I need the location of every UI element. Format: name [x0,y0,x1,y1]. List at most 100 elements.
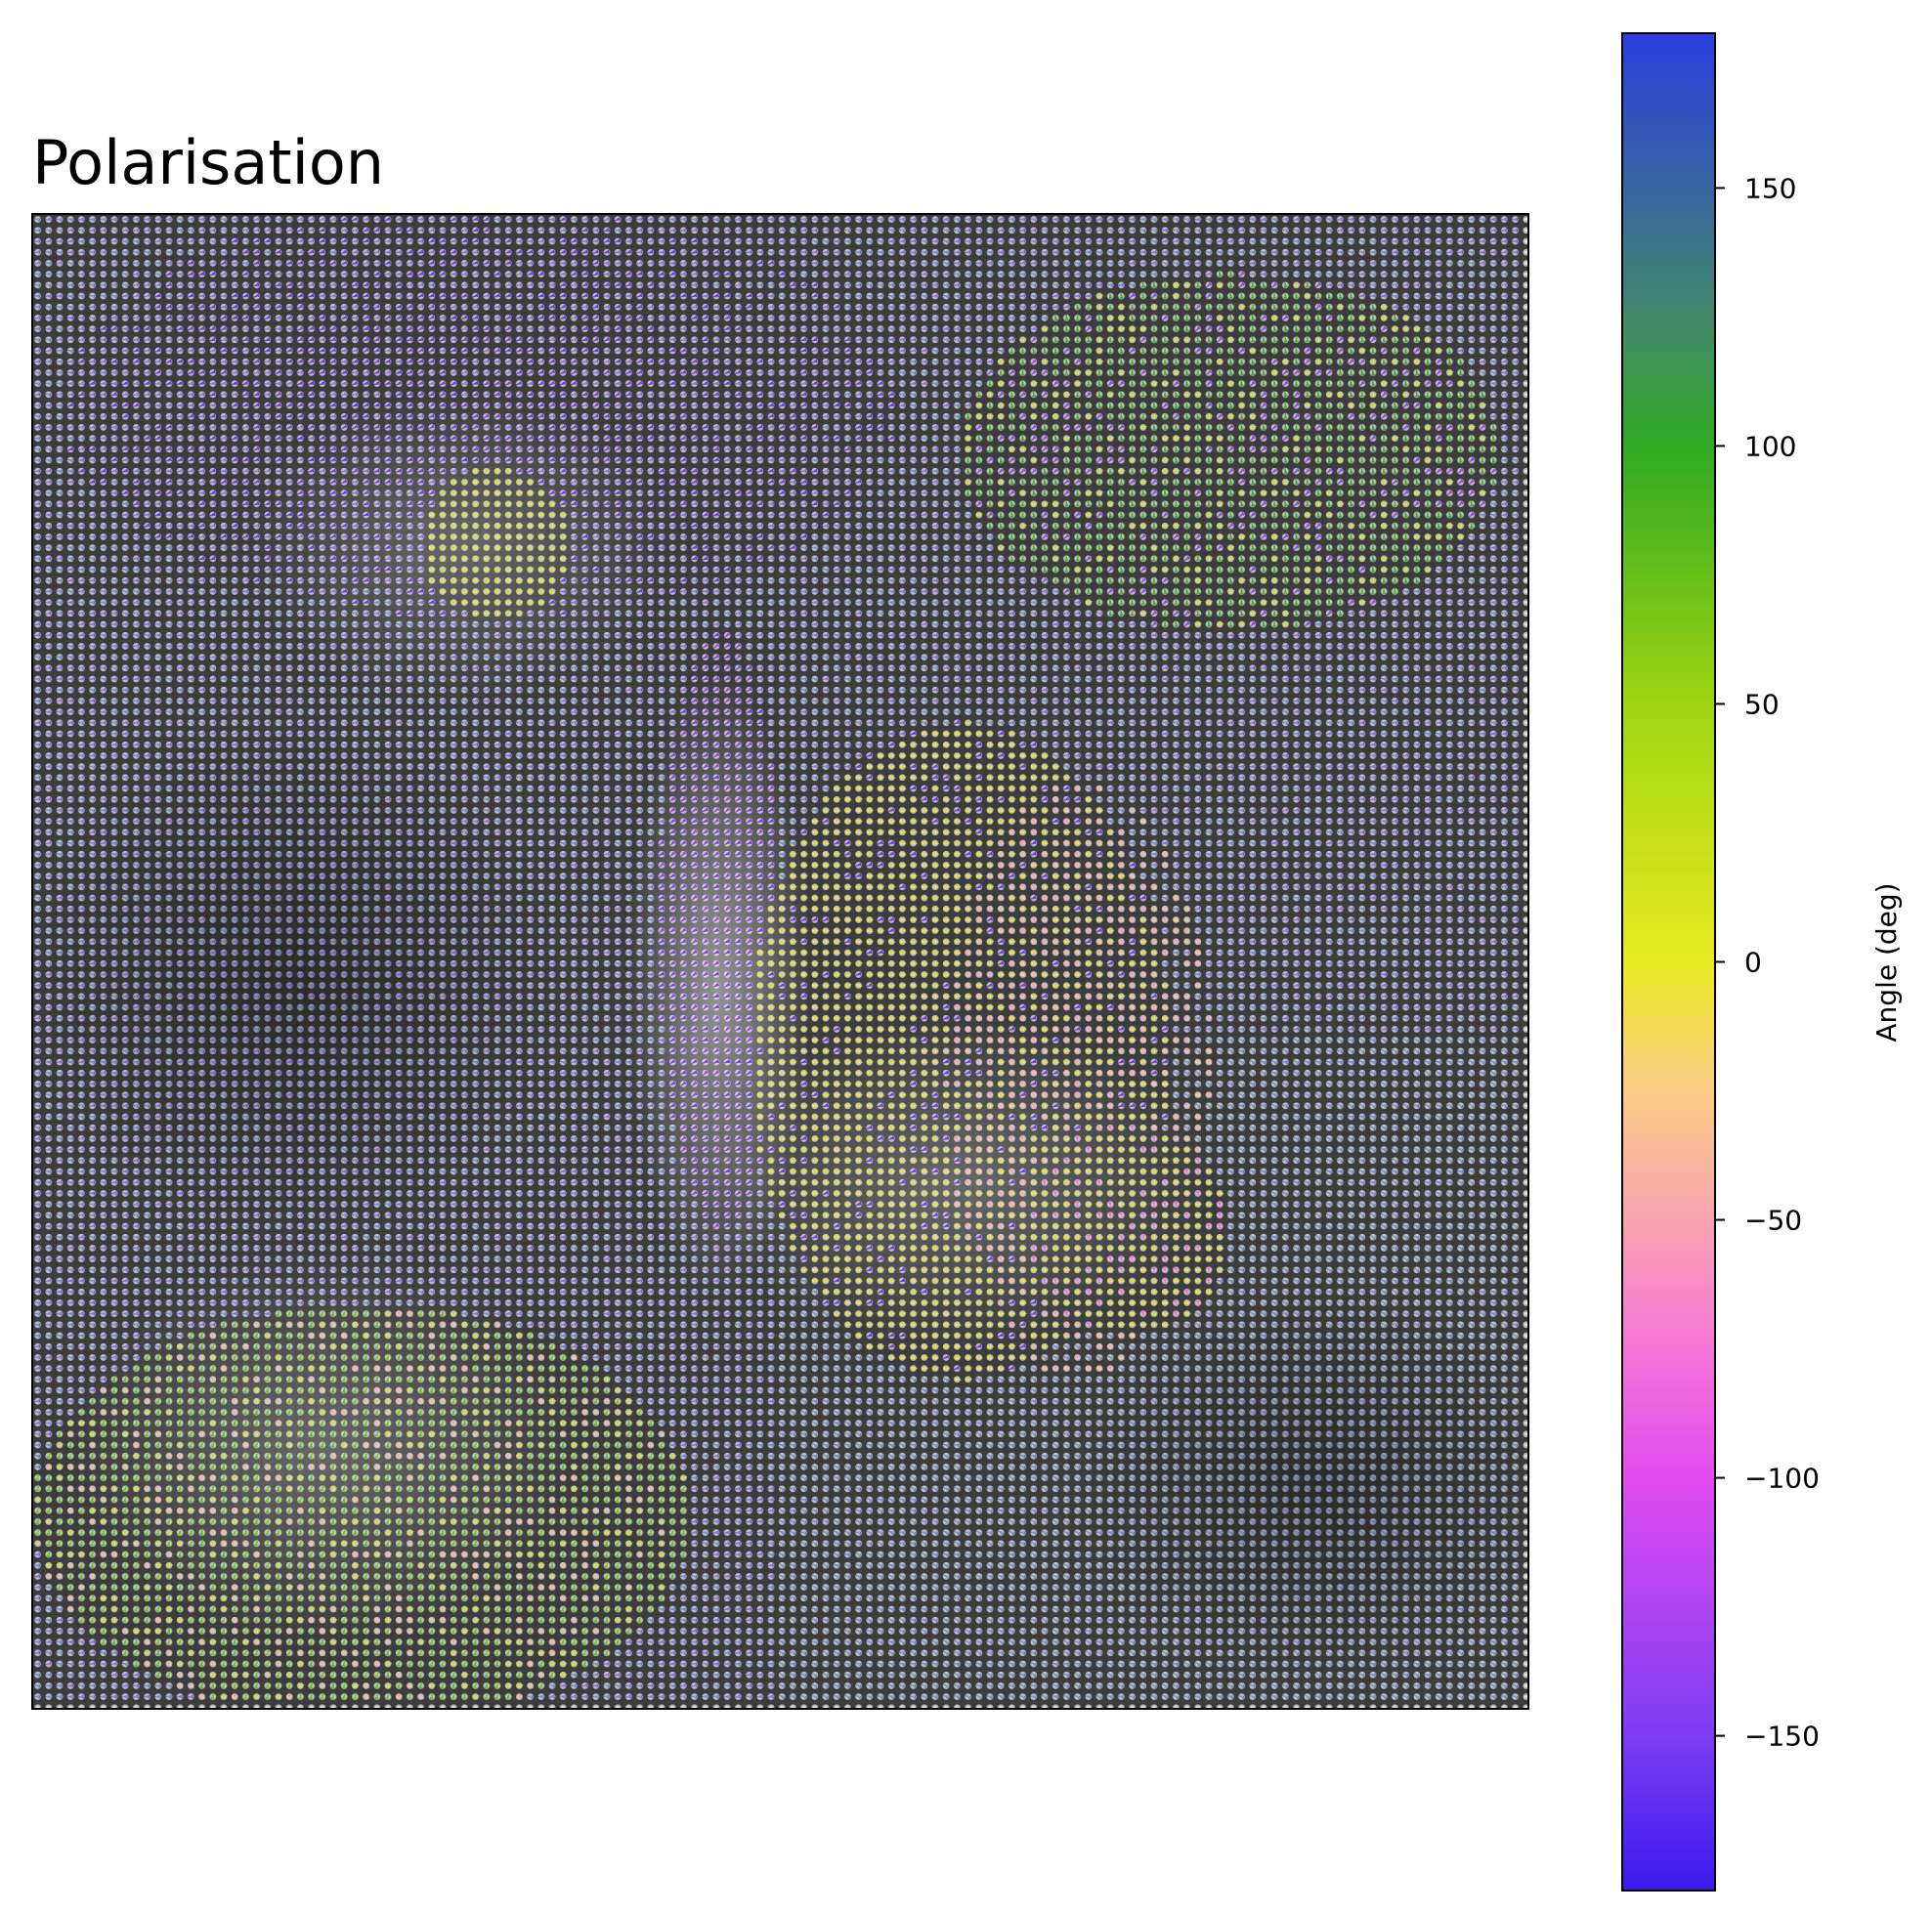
polarisation-arrow [164,239,172,243]
polarisation-arrow [1434,282,1442,287]
polarisation-arrow [295,217,304,222]
polarisation-arrow [405,217,413,222]
polarisation-arrow [657,218,665,222]
polarisation-arrow [1423,239,1431,243]
polarisation-arrow [711,238,719,243]
polarisation-arrow [559,304,567,309]
polarisation-arrow [1467,262,1475,266]
polarisation-arrow [832,316,840,319]
polarisation-arrow [722,238,731,243]
polarisation-arrow [745,217,752,222]
polarisation-arrow [120,283,129,288]
polarisation-arrow [1193,273,1201,276]
polarisation-arrow [886,239,894,243]
polarisation-arrow [996,304,1005,309]
polarisation-arrow [667,271,676,276]
polarisation-arrow [810,316,818,319]
polarisation-arrow [657,228,665,232]
polarisation-arrow [941,239,950,244]
polarisation-arrow [701,315,709,320]
polarisation-arrow [766,316,774,319]
polarisation-arrow [1390,261,1398,266]
polarisation-arrow [482,304,490,309]
polarisation-arrow [941,272,949,276]
polarisation-arrow [230,272,238,276]
polarisation-arrow [164,228,172,233]
polarisation-arrow [263,217,271,222]
polarisation-arrow [1434,239,1441,243]
polarisation-arrow [503,249,512,254]
polarisation-arrow [438,293,447,298]
polarisation-arrow [1262,291,1266,299]
polarisation-arrow [1313,261,1321,266]
polarisation-arrow [657,304,665,309]
polarisation-arrow [33,238,41,243]
polarisation-arrow [1018,282,1026,287]
polarisation-arrow [701,217,708,222]
polarisation-arrow [1061,272,1070,276]
polarisation-arrow [920,261,927,266]
polarisation-arrow [1368,261,1376,266]
polarisation-arrow [1149,272,1157,276]
polarisation-arrow [657,293,665,298]
polarisation-arrow [952,305,961,310]
polarisation-arrow [1379,283,1387,287]
polarisation-arrow [558,228,567,233]
polarisation-arrow [65,283,73,287]
polarisation-arrow [1401,261,1409,265]
polarisation-arrow [143,261,150,266]
polarisation-arrow [416,238,424,243]
polarisation-arrow [810,282,818,287]
polarisation-arrow [427,272,435,276]
polarisation-arrow [1314,281,1322,288]
polarisation-arrow [263,250,271,255]
polarisation-arrow [1029,294,1037,299]
polarisation-arrow [569,316,578,319]
polarisation-arrow [591,238,599,243]
polarisation-arrow [1116,250,1125,255]
polarisation-arrow [153,316,161,319]
polarisation-arrow [635,228,643,233]
polarisation-arrow [832,228,840,233]
polarisation-arrow [482,216,490,222]
polarisation-arrow [131,239,140,244]
polarisation-arrow [821,261,829,266]
polarisation-arrow [187,293,194,298]
polarisation-arrow [208,250,216,255]
polarisation-arrow [1401,294,1409,298]
polarisation-arrow [263,238,271,243]
polarisation-arrow [1128,238,1136,243]
polarisation-arrow [930,273,938,276]
polarisation-arrow [1313,239,1321,244]
polarisation-arrow [1171,229,1180,234]
polarisation-arrow [635,239,643,243]
polarisation-arrow [1499,239,1508,243]
polarisation-arrow [1456,262,1464,266]
polarisation-arrow [307,238,315,243]
polarisation-arrow [613,216,622,222]
polarisation-arrow [897,229,906,234]
polarisation-arrow [1280,239,1289,243]
polarisation-arrow [755,283,763,287]
polarisation-arrow [745,250,752,254]
polarisation-arrow [1467,273,1475,277]
polarisation-arrow [1018,261,1026,265]
polarisation-arrow [252,316,260,320]
polarisation-arrow [406,249,413,254]
polarisation-arrow [941,305,950,310]
polarisation-arrow [602,249,611,254]
polarisation-arrow [514,239,523,243]
polarisation-arrow [416,293,424,298]
polarisation-arrow [351,260,359,265]
polarisation-arrow [109,294,118,299]
polarisation-arrow [788,293,796,298]
polarisation-arrow [33,273,41,276]
polarisation-arrow [745,239,752,243]
polarisation-arrow [504,315,512,320]
polarisation-arrow [569,293,578,298]
polarisation-arrow [690,261,698,265]
polarisation-arrow [755,316,763,320]
polarisation-arrow [143,305,150,310]
polarisation-arrow [1128,273,1136,276]
polarisation-arrow [372,272,380,276]
